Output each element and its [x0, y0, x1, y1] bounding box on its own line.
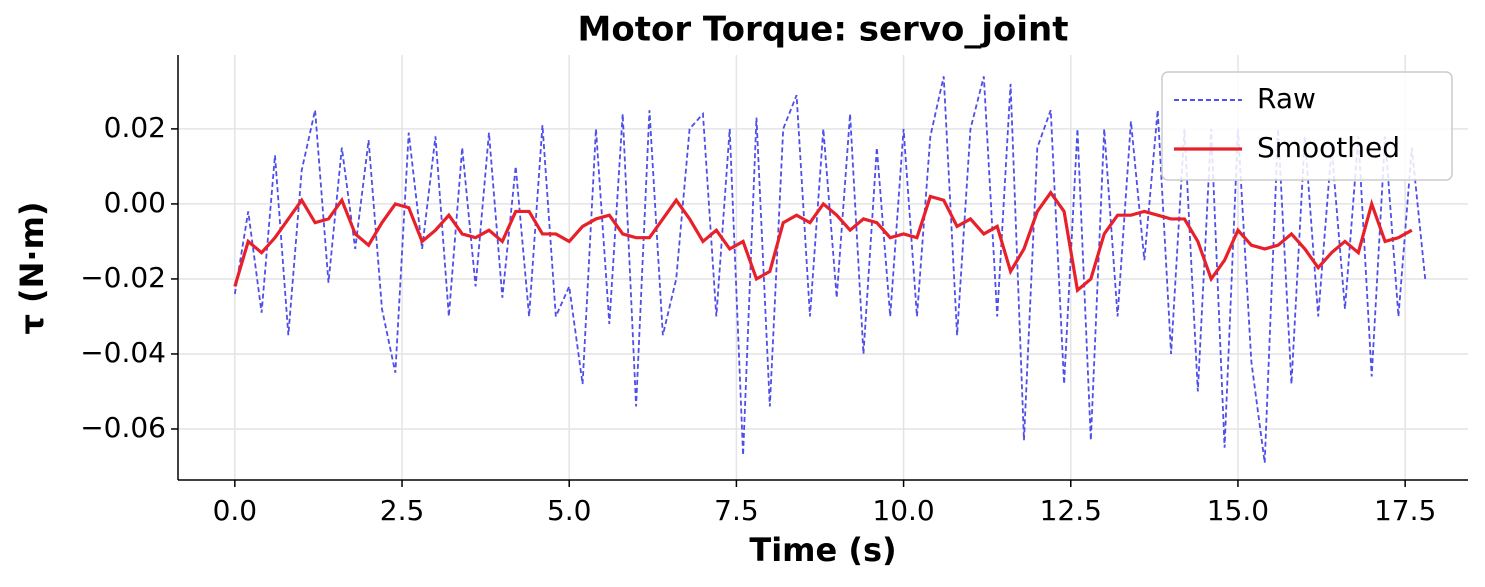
y-axis-label: τ (N·m)	[13, 201, 51, 334]
series-line	[233, 189, 1413, 294]
y-tick-label: 0.00	[104, 186, 166, 219]
legend-label: Smoothed	[1257, 131, 1400, 164]
x-axis-label: Time (s)	[749, 531, 896, 569]
x-tick-label: 0.0	[213, 494, 258, 527]
y-tick-label: −0.06	[80, 411, 166, 444]
y-tick-label: −0.02	[80, 261, 166, 294]
x-tick-label: 2.5	[380, 494, 425, 527]
chart-title: Motor Torque: servo_joint	[578, 10, 1069, 50]
x-tick-label: 17.5	[1374, 494, 1436, 527]
x-tick-label: 7.5	[714, 494, 759, 527]
legend-label: Raw	[1257, 82, 1316, 115]
series-line	[233, 76, 1427, 463]
x-tick-label: 10.0	[872, 494, 934, 527]
y-tick-label: −0.04	[80, 336, 166, 369]
x-tick-label: 5.0	[547, 494, 592, 527]
x-tick-label: 12.5	[1040, 494, 1102, 527]
y-tick-label: 0.02	[104, 111, 166, 144]
legend-box	[1161, 71, 1453, 181]
x-tick-label: 15.0	[1207, 494, 1269, 527]
